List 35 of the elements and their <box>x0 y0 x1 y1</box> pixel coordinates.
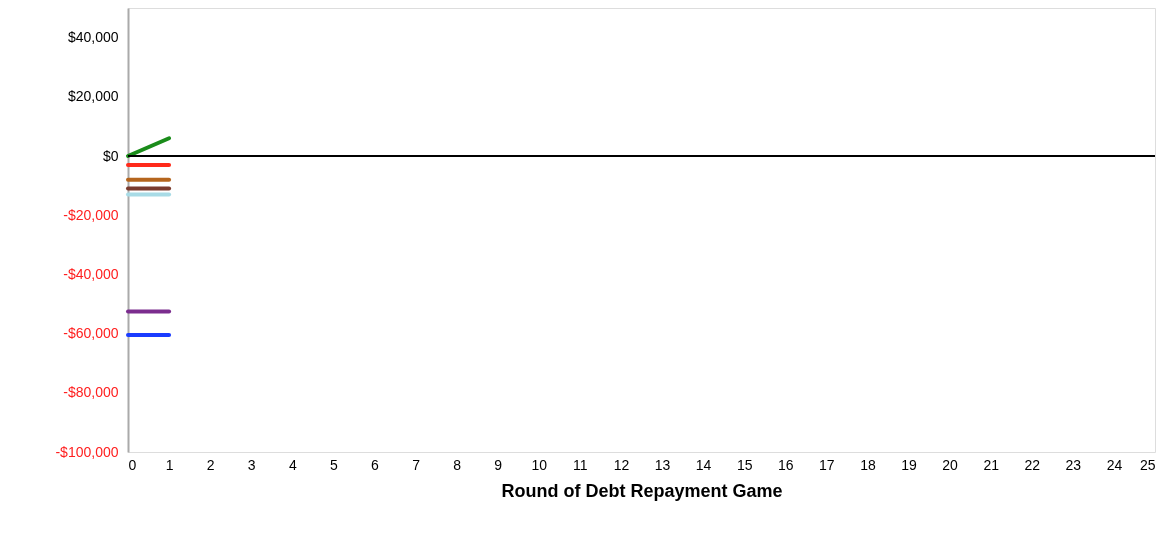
x-tick-label: 8 <box>453 456 462 473</box>
x-tick-label: 15 <box>736 456 753 473</box>
x-tick-label: 6 <box>371 456 380 473</box>
x-tick-label: 17 <box>819 456 835 473</box>
x-tick-label: 0 <box>128 456 137 473</box>
x-tick-label: 10 <box>531 456 548 473</box>
y-tick-label: $0 <box>102 147 119 164</box>
x-tick-label: 19 <box>901 456 918 473</box>
y-tick-label: -$40,000 <box>63 265 119 282</box>
y-tick-label: -$60,000 <box>63 325 119 342</box>
x-tick-label: 5 <box>330 456 338 473</box>
x-tick-label: 23 <box>1065 456 1082 473</box>
x-tick-label: 25 <box>1139 456 1156 473</box>
x-tick-label: 14 <box>695 456 712 473</box>
x-tick-label: 11 <box>573 456 588 473</box>
x-tick-label: 16 <box>777 456 794 473</box>
x-tick-label: 1 <box>165 456 174 473</box>
x-tick-label: 18 <box>860 456 876 473</box>
x-tick-label: 3 <box>247 456 256 473</box>
y-tick-label: $20,000 <box>67 88 119 105</box>
y-tick-label: -$80,000 <box>63 384 119 401</box>
y-tick-label: -$100,000 <box>55 443 119 460</box>
x-tick-label: 9 <box>494 456 503 473</box>
x-tick-label: 7 <box>412 456 421 473</box>
y-tick-label: -$20,000 <box>63 206 119 223</box>
x-tick-label: 2 <box>206 456 215 473</box>
x-tick-label: 20 <box>942 456 959 473</box>
x-tick-label: 21 <box>983 456 1000 473</box>
y-tick-label: $40,000 <box>67 29 119 46</box>
x-tick-label: 12 <box>613 456 630 473</box>
x-tick-label: 22 <box>1024 456 1041 473</box>
x-axis-title: Round of Debt Repayment Game <box>501 480 783 501</box>
x-tick-label: 4 <box>288 456 297 473</box>
x-tick-label: 13 <box>654 456 671 473</box>
x-tick-label: 24 <box>1106 456 1123 473</box>
